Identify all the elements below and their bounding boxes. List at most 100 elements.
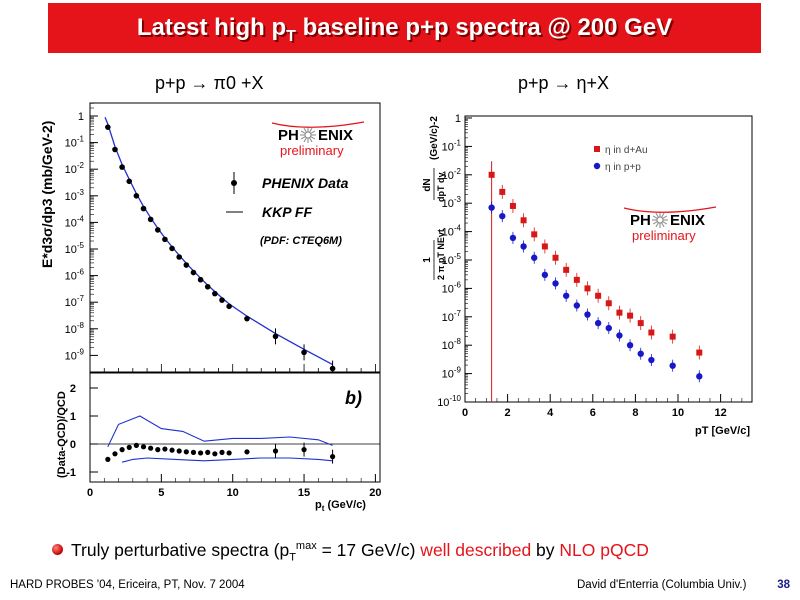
eta-dau-point	[488, 171, 495, 178]
eta-y-tick-label: 1	[455, 113, 461, 125]
eta-pp-point	[584, 311, 591, 318]
pi0-data-point	[169, 245, 175, 252]
eta-dau-point	[595, 292, 602, 299]
eta-y-label-denominator: dpT dy	[436, 173, 446, 203]
eta-dau-point	[499, 188, 506, 195]
eta-y-tick-label: 10-6	[442, 280, 462, 295]
eta-pp-point	[562, 292, 570, 299]
logo-right-burst-center-icon	[656, 216, 664, 224]
pi0-data-point	[133, 193, 140, 199]
eta-pp-point	[541, 271, 549, 279]
eta-pp-point	[531, 254, 538, 261]
eta-dau-point	[616, 309, 623, 316]
pi0-data-point	[140, 205, 147, 212]
pi0-data-point	[183, 262, 190, 268]
pi0-data-point	[226, 303, 232, 310]
pi0-data-point	[272, 333, 279, 340]
pi0-y-tick-label: 10-7	[65, 294, 85, 309]
residual-data-point	[119, 447, 125, 453]
eta-plot-frame	[464, 115, 753, 403]
eta-x-axis-label: pT [GeV/c]	[695, 425, 750, 437]
eta-y-label-prefactor-top: 1	[422, 257, 433, 263]
residual-data-point	[183, 449, 189, 455]
pi0-data-point	[190, 269, 197, 276]
pi0-data-point	[301, 349, 307, 356]
eta-pp-point	[696, 373, 703, 380]
eta-y-tick-label: 10-3	[442, 195, 462, 210]
pi0-data-point	[147, 216, 154, 223]
logo-left-text-right: ENIX	[318, 127, 353, 144]
pi0-y-tick-label: 10-5	[65, 241, 85, 256]
logo-right-text-left: PH	[630, 212, 651, 229]
residual-x-tick-label: 0	[87, 487, 93, 499]
eta-dau-point	[627, 312, 634, 319]
residual-data-point	[105, 456, 111, 462]
right-panel-title: p+p → η+X	[518, 73, 610, 93]
eta-dau-point	[552, 254, 559, 261]
residual-data-point	[126, 444, 132, 450]
eta-pp-point	[669, 362, 676, 369]
logo-right-arc-icon	[623, 206, 717, 213]
residual-data-point	[197, 450, 204, 456]
eta-pp-point	[605, 324, 612, 332]
eta-pp-point	[637, 350, 644, 357]
eta-dau-point	[605, 300, 612, 307]
pi0-data-point	[204, 283, 211, 290]
eta-dau-point	[584, 285, 591, 292]
eta-dau-point	[563, 266, 570, 273]
residual-x-axis-label: pt (GeV/c)	[315, 499, 366, 513]
eta-pp-point	[488, 204, 495, 211]
logo-right-subtext: preliminary	[632, 228, 696, 243]
eta-x-tick-label: 2	[505, 407, 511, 419]
pi0-y-tick-label: 10-1	[65, 135, 85, 150]
eta-x-tick-label: 0	[462, 407, 468, 419]
pi0-data-point	[176, 254, 182, 260]
eta-y-label-numerator: dN	[422, 178, 433, 191]
residual-data-point	[329, 454, 336, 460]
logo-right-text-right: ENIX	[670, 212, 705, 229]
residual-y-tick-label: 1	[70, 411, 76, 423]
pi0-data-point	[119, 164, 125, 170]
residual-data-point	[133, 442, 139, 448]
eta-y-label-units: (GeV/c)-2	[429, 116, 440, 160]
residual-data-point	[148, 445, 154, 451]
pi0-data-point	[154, 227, 161, 233]
bullet-line: Truly perturbative spectra (pTmax = 17 G…	[52, 540, 649, 564]
pi0-y-tick-label: 1	[78, 111, 84, 123]
residual-data-point	[155, 447, 161, 453]
eta-legend-pp-marker	[593, 162, 601, 170]
pi0-y-tick-label: 10-6	[65, 268, 85, 283]
eta-pp-point	[594, 319, 602, 327]
legend-pdf-note: (PDF: CTEQ6M)	[260, 235, 342, 247]
eta-pp-point	[626, 342, 634, 349]
eta-legend-pp-label: η in p+p	[605, 162, 641, 173]
eta-dau-point	[509, 202, 516, 209]
legend-data-label: PHENIX Data	[262, 175, 349, 191]
eta-y-tick-label: 10-10	[437, 394, 461, 409]
residual-data-point	[219, 449, 225, 455]
pi0-y-tick-label: 10-2	[65, 161, 85, 176]
eta-pp-point	[616, 332, 623, 339]
residual-upper-band	[107, 415, 333, 448]
left-panel-title: p+p → π0 +X	[155, 73, 264, 93]
eta-dau-point	[669, 333, 676, 340]
residual-data-point	[244, 449, 250, 455]
eta-legend-dau-marker	[594, 146, 600, 152]
pi0-data-point	[112, 146, 118, 153]
logo-left-text-left: PH	[278, 127, 299, 144]
pi0-data-point	[244, 315, 250, 322]
eta-dau-point	[573, 276, 580, 283]
residual-data-point	[169, 447, 175, 453]
eta-dau-point	[541, 243, 548, 250]
eta-pp-point	[552, 280, 559, 287]
footer-author: David d'Enterria (Columbia Univ.)	[577, 579, 747, 591]
residual-data-point	[112, 451, 118, 457]
residual-y-axis-label: (Data-QCD)/QCD	[56, 391, 68, 478]
pi0-y-tick-label: 10-3	[65, 188, 85, 203]
residual-data-point	[190, 449, 197, 455]
eta-dau-point	[696, 349, 703, 356]
eta-dau-point	[637, 320, 644, 327]
eta-y-tick-label: 10-7	[442, 309, 462, 324]
residual-data-point	[301, 447, 307, 453]
